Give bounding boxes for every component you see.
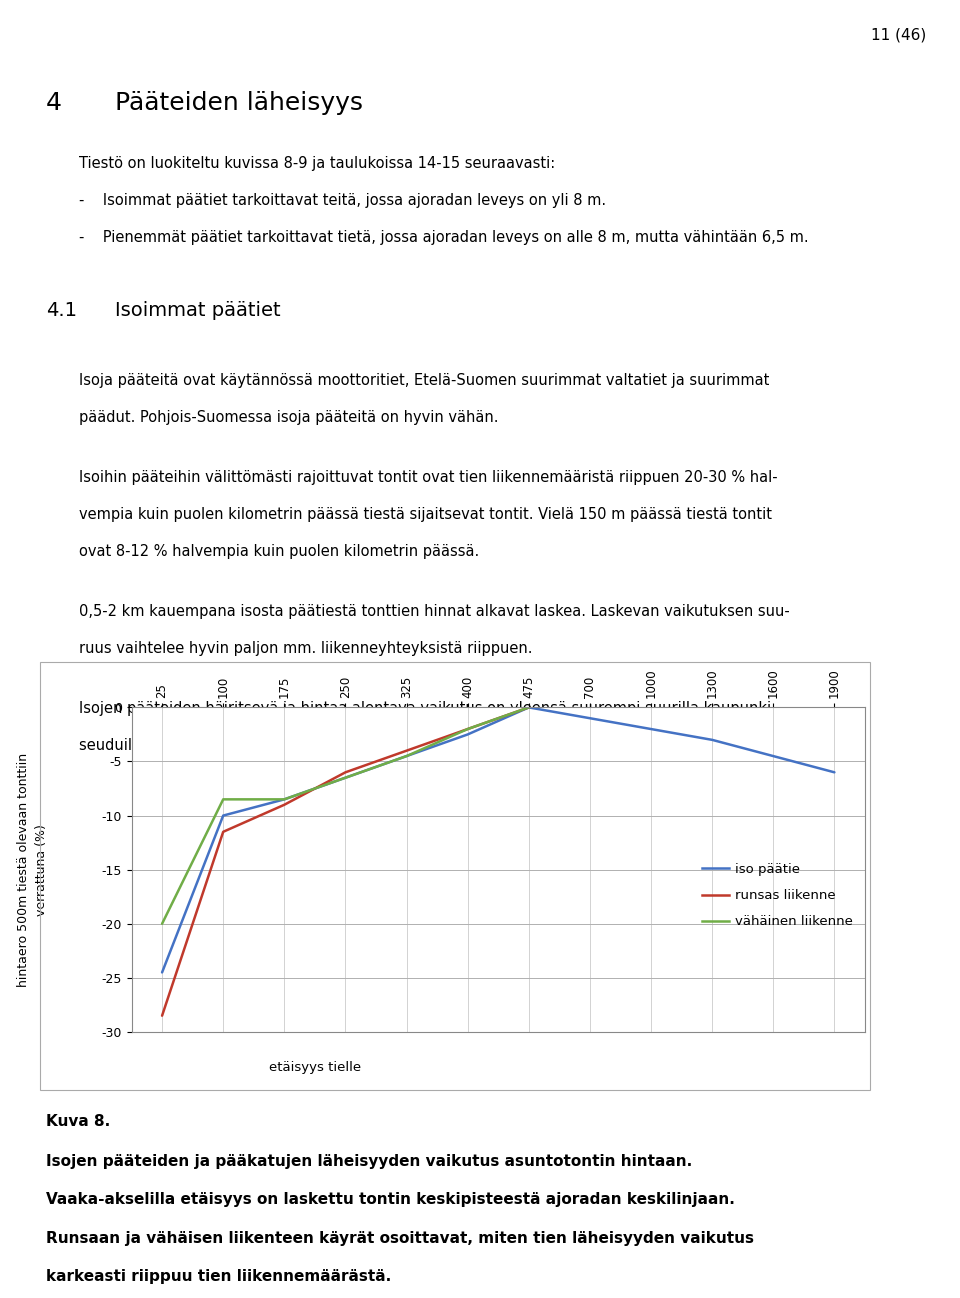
Text: Isoihin pääteihin välittömästi rajoittuvat tontit ovat tien liikennemääristä rii: Isoihin pääteihin välittömästi rajoittuv… xyxy=(79,470,778,485)
Text: Isojen pääteiden häiritsevä ja hintaa alentava vaikutus on yleensä suurempi suur: Isojen pääteiden häiritsevä ja hintaa al… xyxy=(79,701,777,716)
Text: Tiestö on luokiteltu kuvissa 8-9 ja taulukoissa 14-15 seuraavasti:: Tiestö on luokiteltu kuvissa 8-9 ja taul… xyxy=(79,156,555,171)
Text: ovat 8-12 % halvempia kuin puolen kilometrin päässä.: ovat 8-12 % halvempia kuin puolen kilome… xyxy=(79,544,479,559)
Text: -    Isoimmat päätiet tarkoittavat teitä, jossa ajoradan leveys on yli 8 m.: - Isoimmat päätiet tarkoittavat teitä, j… xyxy=(79,193,606,208)
Text: ruus vaihtelee hyvin paljon mm. liikenneyhteyksistä riippuen.: ruus vaihtelee hyvin paljon mm. liikenne… xyxy=(79,641,532,657)
Text: Isoja pääteitä ovat käytännössä moottoritiet, Etelä-Suomen suurimmat valtatiet j: Isoja pääteitä ovat käytännössä moottori… xyxy=(79,373,769,388)
Text: 0,5-2 km kauempana isosta päätiestä tonttien hinnat alkavat laskea. Laskevan vai: 0,5-2 km kauempana isosta päätiestä tont… xyxy=(79,604,789,619)
Text: Kuva 8.: Kuva 8. xyxy=(46,1114,110,1129)
Text: vempia kuin puolen kilometrin päässä tiestä sijaitsevat tontit. Vielä 150 m pääs: vempia kuin puolen kilometrin päässä tie… xyxy=(79,508,772,522)
Text: Isoimmat päätiet: Isoimmat päätiet xyxy=(115,301,281,321)
Text: Isojen pääteiden ja pääkatujen läheisyyden vaikutus asuntotontin hintaan.: Isojen pääteiden ja pääkatujen läheisyyd… xyxy=(46,1154,692,1168)
Text: seuduilla kuin maaseudulla.: seuduilla kuin maaseudulla. xyxy=(79,739,284,753)
Text: 4: 4 xyxy=(46,91,62,114)
Text: karkeasti riippuu tien liikennemäärästä.: karkeasti riippuu tien liikennemäärästä. xyxy=(46,1269,392,1284)
Text: -    Pienemmät päätiet tarkoittavat tietä, jossa ajoradan leveys on alle 8 m, mu: - Pienemmät päätiet tarkoittavat tietä, … xyxy=(79,230,808,245)
Text: hintaero 500m tiestä olevaan tonttiin
verrattuna (%): hintaero 500m tiestä olevaan tonttiin ve… xyxy=(17,753,48,986)
Text: 11 (46): 11 (46) xyxy=(871,27,926,43)
Text: Runsaan ja vähäisen liikenteen käyrät osoittavat, miten tien läheisyyden vaikutu: Runsaan ja vähäisen liikenteen käyrät os… xyxy=(46,1231,755,1246)
Text: päädut. Pohjois-Suomessa isoja pääteitä on hyvin vähän.: päädut. Pohjois-Suomessa isoja pääteitä … xyxy=(79,410,498,424)
Legend: iso päätie, runsas liikenne, vähäinen liikenne: iso päätie, runsas liikenne, vähäinen li… xyxy=(697,858,858,933)
Text: Vaaka-akselilla etäisyys on laskettu tontin keskipisteestä ajoradan keskilinjaan: Vaaka-akselilla etäisyys on laskettu ton… xyxy=(46,1192,735,1207)
Text: Pääteiden läheisyys: Pääteiden läheisyys xyxy=(115,91,363,114)
Text: etäisyys tielle: etäisyys tielle xyxy=(269,1060,361,1075)
Text: 4.1: 4.1 xyxy=(46,301,77,321)
